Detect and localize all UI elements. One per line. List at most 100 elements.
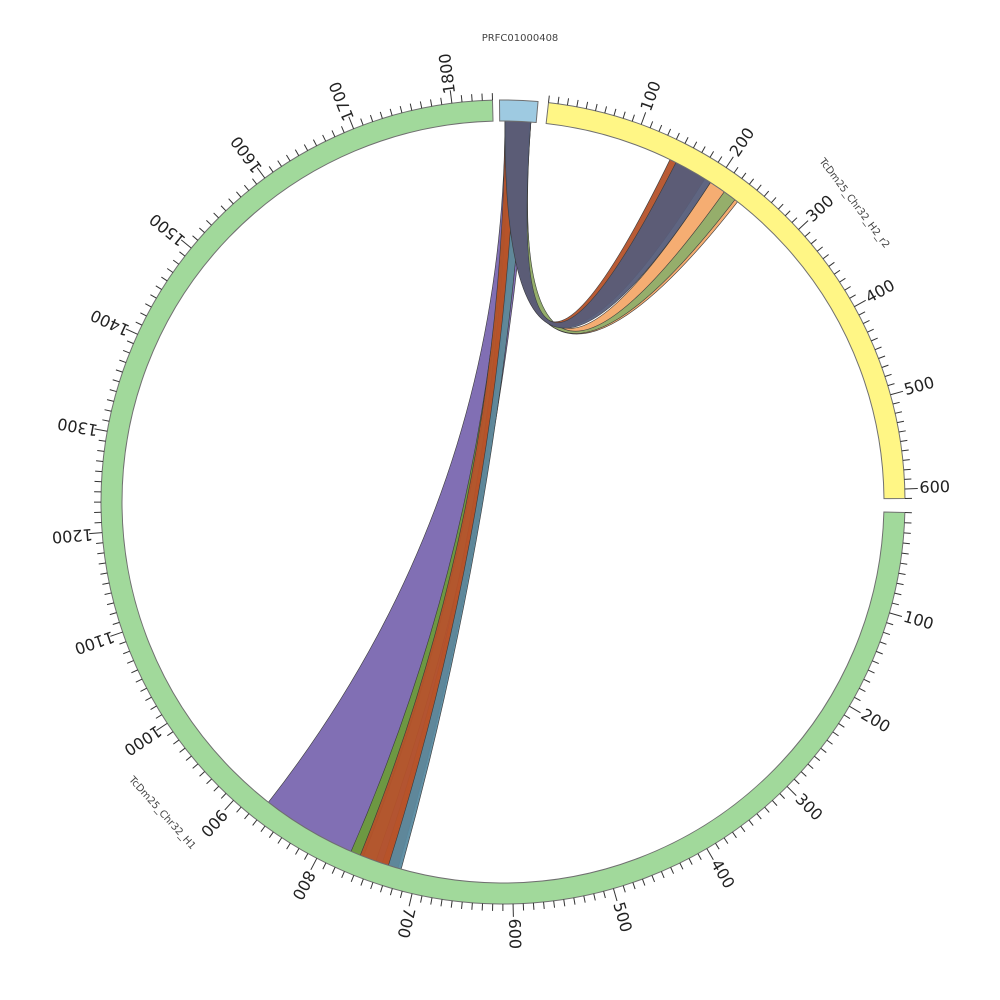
tick <box>131 669 138 674</box>
tick <box>295 848 300 855</box>
tick <box>820 747 827 753</box>
tick <box>277 160 282 167</box>
tick <box>804 231 811 237</box>
tick <box>180 239 192 249</box>
tick <box>894 592 902 596</box>
tick <box>871 337 878 342</box>
tick-label-h1: 800 <box>288 867 319 903</box>
tick <box>791 217 798 223</box>
tick <box>419 101 423 109</box>
tick <box>156 722 168 731</box>
tick <box>778 203 784 210</box>
tick <box>161 276 168 282</box>
tick <box>622 885 626 893</box>
tick <box>140 687 147 692</box>
tick <box>854 696 861 702</box>
tick <box>277 837 283 844</box>
segment-h2[interactable] <box>545 102 906 500</box>
tick-label-h2: 200 <box>726 124 759 160</box>
tick <box>228 198 234 205</box>
tick <box>104 409 112 412</box>
tick <box>843 714 851 719</box>
tick <box>206 778 212 785</box>
tick <box>213 785 220 792</box>
tick-label-h1: 200 <box>858 705 894 737</box>
tick <box>106 399 114 402</box>
segment-h1[interactable] <box>100 99 906 905</box>
tick <box>109 389 117 393</box>
tick <box>268 166 274 173</box>
tick <box>816 246 823 252</box>
tick <box>658 124 663 132</box>
tick <box>420 895 423 903</box>
tick <box>732 831 737 839</box>
tick <box>243 184 250 191</box>
tick-marks <box>89 90 918 917</box>
segment-prfc[interactable] <box>498 99 539 123</box>
tick <box>244 813 250 820</box>
tick <box>450 900 453 908</box>
tick <box>833 269 841 275</box>
tick <box>613 108 617 116</box>
tick <box>764 806 770 813</box>
tick <box>97 552 105 555</box>
tick <box>763 190 770 197</box>
chromosome-segments <box>100 99 906 905</box>
tick-label-h1: 1700 <box>325 79 358 124</box>
tick <box>199 771 206 777</box>
tick <box>303 144 309 151</box>
tick <box>854 299 866 308</box>
tick <box>409 103 413 111</box>
tick-label-h1: 1100 <box>72 627 117 658</box>
tick <box>898 430 906 433</box>
tick <box>430 99 433 107</box>
tick <box>723 837 729 844</box>
tick <box>220 205 227 212</box>
tick <box>471 94 473 102</box>
tick <box>779 793 785 799</box>
tick <box>896 582 904 586</box>
tick <box>98 439 106 442</box>
tick <box>697 853 702 860</box>
tick <box>576 99 579 107</box>
tick <box>889 612 903 617</box>
tick <box>166 268 174 273</box>
tick <box>894 411 903 414</box>
tick <box>112 379 120 383</box>
tick <box>260 825 266 832</box>
tick <box>115 369 123 373</box>
tick <box>709 151 715 158</box>
tick-label-h2: 500 <box>902 373 937 399</box>
tick <box>102 582 110 585</box>
tick-label-h1: 100 <box>901 607 936 634</box>
tick <box>119 359 127 364</box>
tick <box>145 303 152 308</box>
tick <box>119 641 127 645</box>
tick <box>532 902 535 910</box>
tick <box>675 132 680 140</box>
tick <box>312 139 318 147</box>
tick <box>740 825 746 833</box>
tick <box>603 891 606 899</box>
tick <box>331 130 336 138</box>
tick-labels: 1002003004005006001002003004005006007008… <box>51 52 950 949</box>
tick <box>97 449 105 452</box>
tick <box>167 731 174 737</box>
tick <box>725 156 734 168</box>
tick <box>236 191 242 198</box>
tick <box>206 220 212 226</box>
tick <box>252 819 258 826</box>
tick <box>179 251 186 257</box>
tick <box>891 602 899 606</box>
tick <box>389 108 393 116</box>
tick <box>199 227 205 234</box>
tick <box>106 602 114 606</box>
tick <box>770 197 777 204</box>
tick-label-h1: 1300 <box>56 414 99 440</box>
tick <box>213 212 219 219</box>
tick <box>322 862 327 870</box>
tick <box>380 885 384 893</box>
tick-label-h1: 1500 <box>146 210 190 250</box>
tick <box>867 669 875 674</box>
tick <box>883 631 891 636</box>
